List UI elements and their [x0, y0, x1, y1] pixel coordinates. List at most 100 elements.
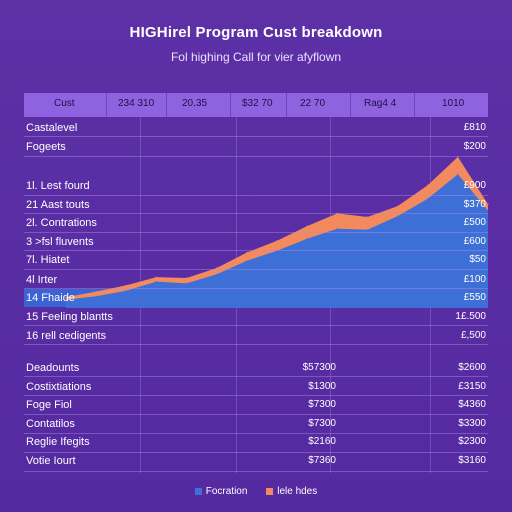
chart-legend: Focration lele hdes — [0, 486, 512, 497]
summary-label: Votie Iourt — [26, 455, 76, 467]
summary-value: $2300 — [458, 436, 486, 447]
header-cell: Cust — [54, 98, 75, 109]
row-value: £,500 — [460, 330, 486, 341]
data-point — [366, 229, 368, 231]
table-header-bar — [24, 93, 488, 117]
legend-swatch — [266, 487, 274, 495]
grid-hline — [24, 250, 488, 251]
data-point — [306, 225, 308, 227]
grid-hline — [24, 325, 488, 326]
data-point — [397, 215, 399, 217]
header-cell: 234 310 — [118, 98, 155, 109]
data-point — [186, 282, 188, 284]
summary-mid: $1300 — [308, 381, 336, 392]
summary-mid: $57300 — [302, 362, 336, 373]
row-label: 7l. Hiatet — [26, 254, 70, 266]
data-point — [366, 216, 368, 218]
row-label: Fogeets — [26, 141, 66, 153]
row-value: £100 — [463, 274, 486, 285]
summary-mid: $7300 — [308, 418, 336, 429]
row-value: 1£.500 — [455, 311, 486, 322]
chart-title: HIGHirel Program Cust breakdown — [129, 24, 383, 41]
row-label: 2l. Contrations — [26, 217, 97, 229]
data-point — [216, 273, 218, 275]
summary-value: $3300 — [458, 418, 486, 429]
grid-hline — [24, 452, 488, 453]
summary-label: Costixtiations — [26, 381, 92, 393]
header-cell: 1010 — [442, 98, 465, 109]
data-point — [487, 203, 489, 205]
grid-hline — [24, 471, 488, 472]
grid-hline — [24, 232, 488, 233]
grid-hline — [24, 414, 488, 415]
row-label: 15 Feeling blantts — [26, 311, 113, 323]
row-label: 3 >fsl fluvents — [26, 236, 94, 248]
row-value: $370 — [463, 199, 486, 210]
summary-mid: $7360 — [308, 455, 336, 466]
summary-mid: $2160 — [308, 436, 336, 447]
row-value: £550 — [463, 292, 486, 303]
header-cell: 20.35 — [182, 98, 208, 109]
legend-label: Focration — [205, 486, 248, 497]
data-point — [397, 205, 399, 207]
legend-item: Focration — [194, 486, 248, 497]
grid-hline — [24, 195, 488, 196]
grid-hline — [24, 376, 488, 377]
data-point — [427, 184, 429, 186]
summary-value: $2600 — [458, 362, 486, 373]
legend-swatch — [194, 487, 202, 495]
data-point — [246, 251, 248, 254]
summary-label: Foge Fiol — [26, 399, 72, 411]
summary-label: Deadounts — [26, 362, 80, 374]
row-label: 21 Aast touts — [26, 199, 90, 211]
grid-hline — [24, 344, 488, 345]
row-value: £900 — [463, 180, 486, 191]
header-cell: 22 70 — [300, 98, 326, 109]
data-point — [457, 173, 459, 175]
header-divider — [414, 93, 415, 117]
row-value: £500 — [463, 217, 486, 228]
chart-subtitle: Fol highing Call for vier afyflown — [170, 50, 342, 64]
summary-value: $3160 — [458, 455, 486, 466]
header-cell: $32 70 — [242, 98, 273, 109]
data-point — [246, 260, 248, 262]
grid-hline — [24, 213, 488, 214]
row-value: £600 — [463, 236, 486, 247]
data-point — [186, 277, 188, 279]
header-divider — [230, 93, 231, 117]
header-divider — [286, 93, 287, 117]
grid-hline — [24, 136, 488, 137]
summary-value: £3150 — [458, 381, 486, 392]
row-value: $50 — [469, 254, 486, 265]
header-divider — [106, 93, 107, 117]
summary-value: $4360 — [458, 399, 486, 410]
header-divider — [166, 93, 167, 117]
data-point — [155, 281, 157, 283]
row-value: £810 — [463, 122, 486, 133]
grid-hline — [24, 395, 488, 396]
summary-mid: $7300 — [308, 399, 336, 410]
row-value: $200 — [463, 141, 486, 152]
legend-item: lele hdes — [266, 486, 317, 497]
header-divider — [350, 93, 351, 117]
row-label: 14 Fhaide — [26, 292, 75, 304]
data-point — [336, 228, 338, 230]
data-point — [427, 198, 429, 200]
grid-hline — [24, 269, 488, 270]
data-point — [125, 284, 127, 286]
grid-hline — [24, 433, 488, 434]
grid-hline — [24, 288, 488, 289]
row-label: 1l. Lest fourd — [26, 180, 90, 192]
data-point — [306, 238, 308, 240]
grid-hline — [24, 156, 488, 157]
data-point — [487, 210, 489, 212]
summary-label: Contatilos — [26, 418, 75, 430]
header-cell: Rag4 4 — [364, 98, 397, 109]
row-label: 16 rell cedigents — [26, 330, 107, 342]
legend-label: lele hdes — [277, 486, 318, 497]
summary-label: Reglie Ifegits — [26, 436, 90, 448]
highlighted-row — [24, 289, 488, 307]
row-label: 4l Irter — [26, 274, 58, 286]
data-point — [155, 276, 157, 278]
